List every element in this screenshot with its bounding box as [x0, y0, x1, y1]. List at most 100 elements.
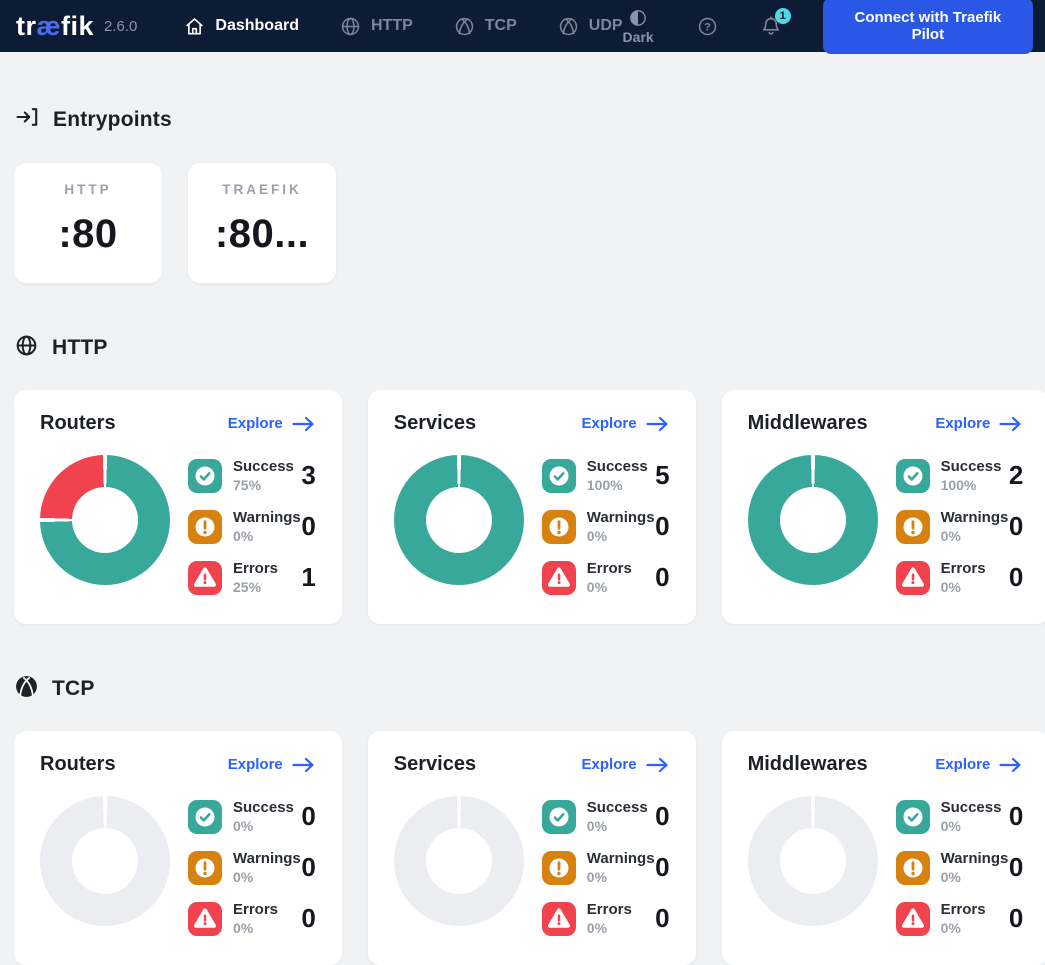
stat-success: Success 0% 0: [895, 798, 1023, 835]
entrypoint-name: TRAEFIK: [222, 182, 302, 197]
stats-list: Success 75% 3 Warnings 0% 0: [188, 455, 316, 596]
donut-chart: [747, 455, 878, 585]
explore-link[interactable]: Explore: [228, 415, 316, 432]
card-title: Services: [393, 753, 477, 775]
stat-count: 0: [1008, 511, 1024, 541]
success-icon: [188, 458, 222, 493]
stat-success: Success 75% 3: [188, 457, 316, 494]
nav-item-udp[interactable]: UDP: [557, 15, 623, 38]
error-icon: [895, 901, 930, 936]
stat-percent: 0%: [233, 920, 254, 936]
stat-label: Warnings: [233, 509, 301, 526]
error-icon: [895, 560, 930, 595]
stat-percent: 0%: [586, 920, 608, 936]
stat-success: Success 0% 0: [188, 798, 316, 835]
nav-item-tcp[interactable]: TCP: [453, 15, 517, 38]
stat-warnings: Warnings 0% 0: [188, 849, 316, 886]
card-title: Routers: [40, 412, 116, 434]
nav-item-label: UDP: [588, 17, 623, 34]
stat-label: Warnings: [586, 850, 655, 867]
success-icon: [541, 458, 576, 493]
help-icon: ?: [698, 17, 716, 35]
theme-toggle[interactable]: Dark: [623, 8, 654, 45]
card-title: Middlewares: [747, 412, 868, 434]
connect-pilot-button[interactable]: Connect with Traefik Pilot: [822, 0, 1033, 54]
nav-item-http[interactable]: HTTP: [339, 15, 413, 38]
nav-item-label: TCP: [484, 17, 517, 34]
stat-label: Success: [233, 458, 294, 475]
card-tcp-services: Services Explore Success 0% 0: [367, 731, 696, 965]
section-title: Entrypoints: [53, 107, 172, 131]
entrypoint-cards: HTTP :80 TRAEFIK :80...: [14, 163, 1031, 283]
explore-link[interactable]: Explore: [935, 756, 1023, 773]
stat-percent: 0%: [233, 869, 254, 885]
svg-text:?: ?: [704, 21, 711, 33]
nav-item-label: Dashboard: [215, 17, 299, 34]
bell-icon: [762, 16, 779, 35]
stat-percent: 0%: [940, 528, 961, 544]
notifications-button[interactable]: 1: [759, 8, 791, 38]
stat-success: Success 100% 5: [541, 457, 670, 494]
explore-link[interactable]: Explore: [582, 415, 670, 432]
explore-label: Explore: [935, 415, 991, 432]
explore-link[interactable]: Explore: [582, 756, 670, 773]
stat-label: Errors: [940, 560, 986, 577]
card-title: Middlewares: [747, 753, 868, 775]
entrypoint-port: :80...: [214, 212, 310, 256]
stat-success: Success 100% 2: [895, 457, 1023, 494]
stat-label: Warnings: [586, 509, 655, 526]
stat-count: 0: [655, 852, 670, 882]
error-icon: [541, 560, 576, 595]
warning-icon: [541, 850, 576, 885]
stat-count: 0: [655, 801, 670, 831]
stat-errors: Errors 0% 0: [895, 559, 1023, 596]
donut-chart: [40, 796, 170, 926]
warning-icon: [895, 850, 930, 885]
nav-item-label: HTTP: [370, 17, 413, 34]
section-tcp-header: TCP: [14, 674, 1031, 704]
nav-items: Dashboard HTTP TCP UDP: [183, 15, 623, 38]
globe-icon: [14, 333, 39, 363]
stat-warnings: Warnings 0% 0: [541, 508, 670, 545]
explore-link[interactable]: Explore: [935, 415, 1023, 432]
contrast-icon: [628, 8, 648, 28]
udp-icon: [557, 15, 580, 38]
explore-label: Explore: [581, 756, 637, 773]
card-http-routers: Routers Explore Success 75% 3: [14, 390, 342, 624]
warning-icon: [188, 850, 222, 885]
card-tcp-middlewares: Middlewares Explore Success 0% 0: [721, 731, 1045, 965]
tcp-ball-icon: [14, 674, 39, 704]
stats-list: Success 0% 0 Warnings 0% 0 E: [895, 796, 1024, 937]
stat-percent: 25%: [233, 579, 262, 595]
stats-list: Success 0% 0 Warnings 0% 0 E: [541, 796, 670, 937]
top-navbar: træfik 2.6.0 Dashboard HTTP: [0, 0, 1045, 54]
stat-success: Success 0% 0: [541, 798, 670, 835]
donut-chart: [747, 796, 878, 926]
stat-count: 0: [1008, 903, 1024, 933]
stat-errors: Errors 25% 1: [188, 559, 316, 596]
stat-percent: 0%: [233, 818, 254, 834]
traefik-logo[interactable]: træfik: [16, 11, 94, 42]
help-button[interactable]: ?: [696, 15, 719, 38]
explore-link[interactable]: Explore: [228, 756, 316, 773]
stat-percent: 0%: [940, 869, 961, 885]
donut-chart: [393, 796, 524, 926]
stat-label: Warnings: [233, 850, 301, 867]
stat-errors: Errors 0% 0: [895, 900, 1024, 937]
stat-percent: 100%: [940, 477, 977, 493]
card-title: Routers: [40, 753, 116, 775]
stat-count: 0: [1008, 852, 1024, 882]
stat-percent: 0%: [940, 818, 961, 834]
entrypoint-card-http: HTTP :80: [14, 163, 162, 283]
nav-item-dashboard[interactable]: Dashboard: [183, 15, 299, 38]
stat-count: 0: [301, 903, 316, 933]
section-title: TCP: [52, 677, 95, 700]
logo-text: fik: [61, 10, 95, 41]
stat-label: Success: [940, 799, 1002, 816]
entrypoints-login-icon: [14, 104, 40, 135]
section-title: HTTP: [52, 336, 108, 359]
stat-count: 0: [301, 852, 316, 882]
stat-percent: 75%: [233, 477, 262, 493]
stat-label: Errors: [586, 560, 632, 577]
stat-percent: 0%: [940, 579, 961, 595]
